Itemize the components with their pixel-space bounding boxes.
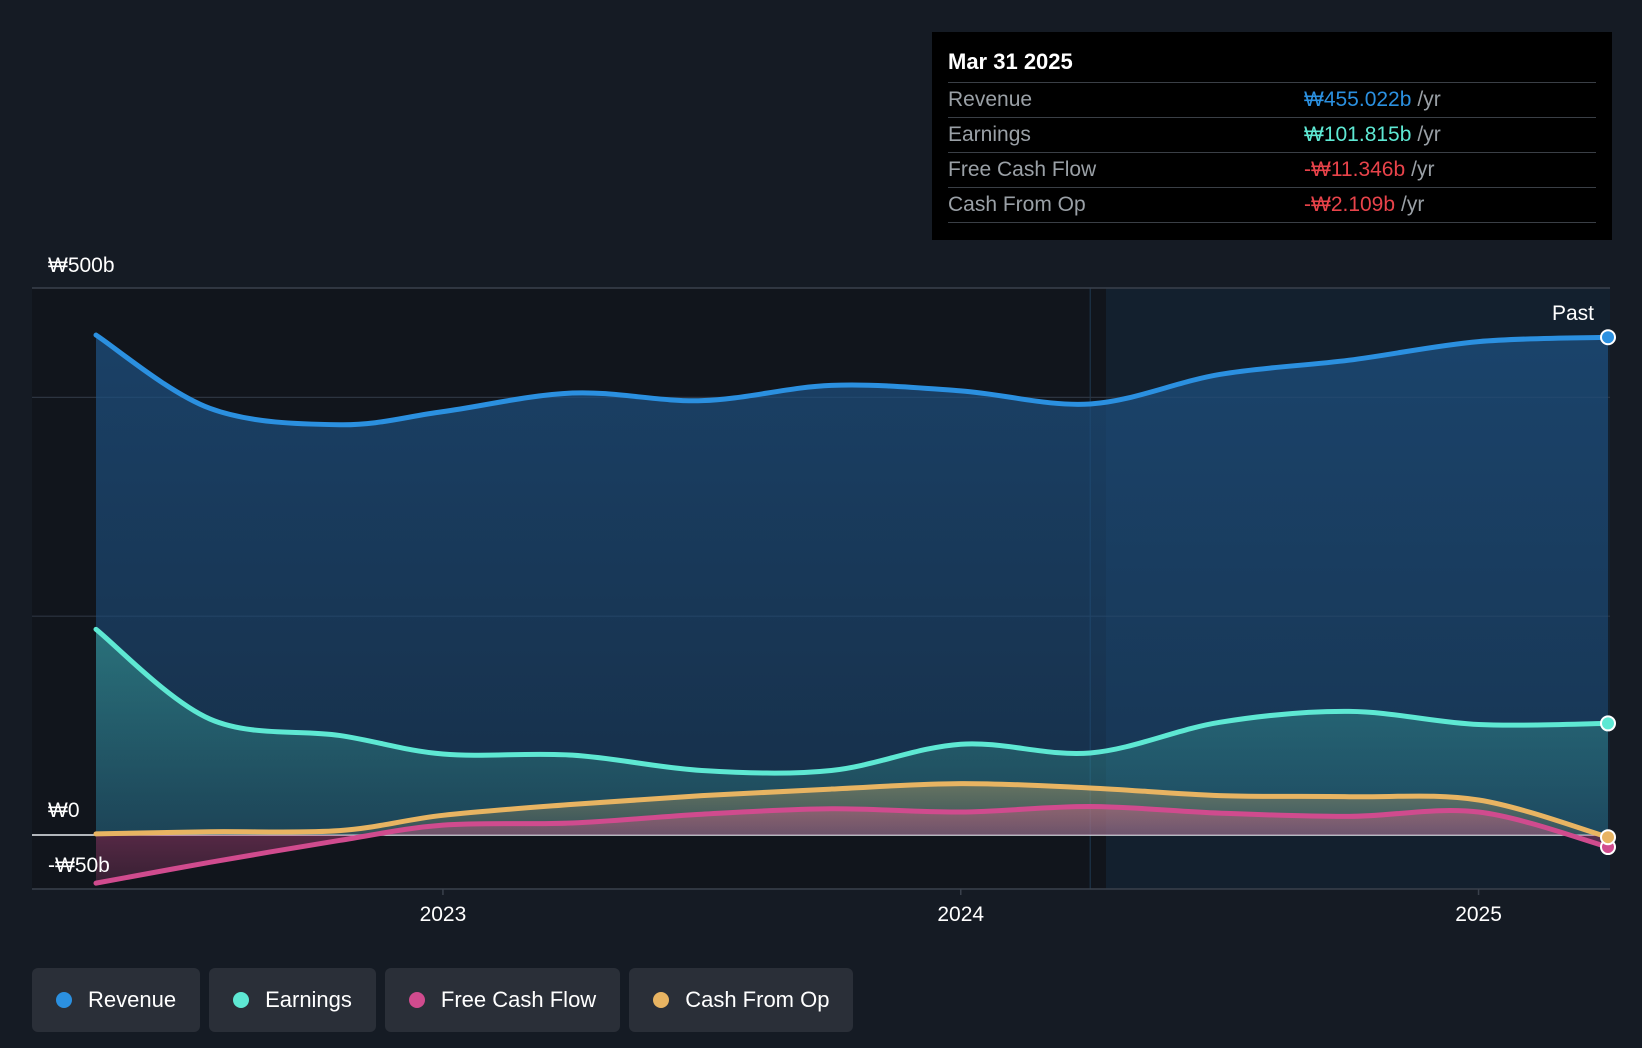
cash-from-op-line (93, 781, 1611, 840)
revenue-line (93, 332, 1611, 428)
legend-label: Revenue (88, 987, 177, 1012)
revenue-legend-dot-icon (56, 992, 72, 1008)
cash-from-op-legend-dot-icon (653, 992, 670, 1008)
legend: Revenue Earnings Free Cash Flow Cash From O… (32, 968, 854, 1032)
tooltip-row-unit: /yr (1417, 88, 1441, 111)
legend-item-cash-from-op[interactable]: Cash From Op (629, 968, 854, 1032)
legend-item-free-cash-flow[interactable]: Free Cash Flow (384, 968, 621, 1032)
tooltip-row-unit: /yr (1401, 193, 1425, 216)
earnings-line (93, 626, 1611, 776)
past-label: Past (1552, 302, 1594, 325)
tooltip: Mar 31 2025 Revenue ₩455.022b/yr Earnings ₩… (932, 32, 1612, 240)
x-tick-label: 2024 (937, 903, 984, 926)
tooltip-row-value: -₩2.109b (1304, 193, 1396, 216)
y-tick-label: ₩500b (48, 254, 115, 277)
tooltip-row-label: Revenue (948, 88, 1033, 111)
legend-label: Free Cash Flow (440, 987, 597, 1012)
y-tick-label: -₩50b (48, 854, 110, 877)
revenue-endpoint[interactable] (1600, 329, 1616, 346)
tooltip-row-label: Free Cash Flow (948, 158, 1097, 181)
tooltip-row-label: Earnings (948, 123, 1031, 146)
earnings-endpoint[interactable] (1600, 715, 1616, 732)
legend-item-revenue[interactable]: Revenue (32, 968, 201, 1032)
y-tick-label: ₩0 (48, 799, 80, 822)
free-cash-flow-line (93, 804, 1611, 886)
tooltip-row-value: ₩455.022b (1304, 88, 1412, 111)
tooltip-row-unit: /yr (1411, 158, 1435, 181)
cash-from-op-endpoint[interactable] (1600, 829, 1616, 846)
tooltip-date: Mar 31 2025 (948, 46, 1596, 83)
tooltip-row: Revenue ₩455.022b/yr (948, 83, 1596, 118)
revenue-area (96, 335, 1608, 835)
tooltip-row: Cash From Op -₩2.109b/yr (948, 188, 1596, 223)
earnings-legend-dot-icon (233, 992, 250, 1008)
free-cash-flow-legend-dot-icon (408, 992, 425, 1008)
tooltip-row: Earnings ₩101.815b/yr (948, 118, 1596, 153)
legend-label: Earnings (265, 987, 352, 1012)
tooltip-row-value: -₩11.346b (1304, 158, 1406, 181)
tooltip-row: Free Cash Flow -₩11.346b/yr (948, 153, 1596, 188)
x-tick-label: 2023 (420, 903, 467, 926)
legend-label: Cash From Op (685, 987, 830, 1012)
legend-item-earnings[interactable]: Earnings (209, 968, 376, 1032)
earnings-area (96, 629, 1608, 835)
x-tick-label: 2025 (1455, 903, 1502, 926)
tooltip-row-label: Cash From Op (948, 193, 1086, 216)
tooltip-row-value: ₩101.815b (1304, 123, 1412, 146)
tooltip-row-unit: /yr (1417, 123, 1441, 146)
